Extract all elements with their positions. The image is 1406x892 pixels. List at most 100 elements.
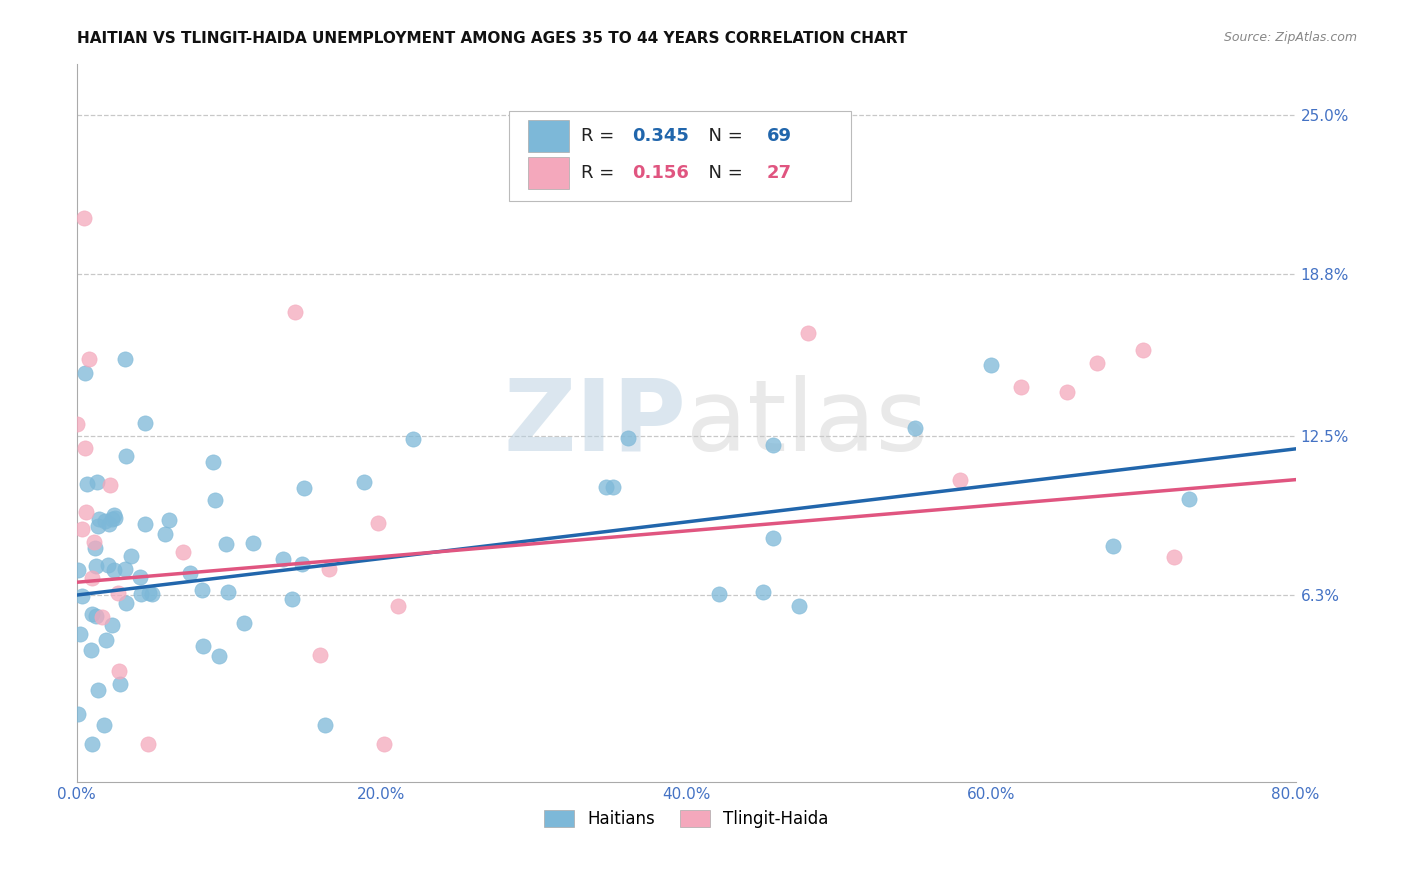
Point (72, 589, 94, 603)
Point (1087, 355, 1109, 369)
Point (101, 617, 124, 632)
Point (96, 633, 118, 648)
Point (114, 352, 136, 367)
Point (709, 587, 731, 601)
Point (309, 648, 332, 663)
FancyBboxPatch shape (527, 120, 569, 152)
Point (204, 492, 226, 507)
Text: R =: R = (581, 127, 620, 145)
Point (86, 475, 108, 490)
Text: Source: ZipAtlas.com: Source: ZipAtlas.com (1223, 31, 1357, 45)
Point (980, 358, 1002, 372)
Text: 0.156: 0.156 (633, 164, 689, 182)
Point (108, 677, 131, 691)
Point (83, 534, 105, 549)
Point (367, 516, 389, 530)
FancyBboxPatch shape (527, 157, 569, 189)
Point (75, 505, 97, 519)
Point (86, 558, 108, 573)
Point (91, 609, 114, 624)
Point (87, 512, 110, 526)
Text: N =: N = (697, 164, 748, 182)
Point (193, 640, 215, 654)
Point (103, 563, 125, 577)
Point (314, 717, 336, 731)
FancyBboxPatch shape (509, 111, 851, 201)
Text: HAITIAN VS TLINGIT-HAIDA UNEMPLOYMENT AMONG AGES 35 TO 44 YEARS CORRELATION CHAR: HAITIAN VS TLINGIT-HAIDA UNEMPLOYMENT AM… (77, 31, 908, 46)
Point (752, 584, 775, 599)
Point (318, 562, 340, 576)
Point (157, 513, 180, 527)
Point (155, 526, 177, 541)
Point (120, 549, 142, 564)
Point (101, 512, 124, 526)
Point (387, 599, 409, 614)
Text: atlas: atlas (686, 375, 928, 472)
Legend: Haitians, Tlingit-Haida: Haitians, Tlingit-Haida (537, 804, 835, 835)
Point (73, 367, 96, 381)
Text: R =: R = (581, 164, 620, 182)
Point (80, 571, 103, 585)
Point (233, 615, 256, 630)
Point (80, 643, 103, 657)
Point (114, 562, 136, 576)
Point (1178, 492, 1201, 507)
Point (172, 545, 194, 559)
Point (104, 511, 127, 525)
Point (242, 536, 264, 550)
Point (373, 737, 395, 751)
Text: 27: 27 (766, 164, 792, 182)
Point (80, 737, 103, 751)
Point (602, 480, 624, 494)
Point (108, 664, 131, 678)
Text: ZIP: ZIP (503, 375, 686, 472)
Point (97, 558, 120, 573)
Point (904, 421, 927, 435)
Point (115, 449, 138, 463)
Point (138, 586, 160, 600)
Point (201, 455, 224, 469)
Point (1056, 384, 1078, 399)
Point (69, 627, 91, 641)
Point (73, 211, 96, 225)
Point (129, 587, 152, 601)
Point (83, 541, 105, 555)
Point (217, 584, 239, 599)
Point (281, 592, 304, 607)
Point (208, 649, 231, 664)
Point (1010, 380, 1032, 394)
Point (76, 476, 98, 491)
Point (67, 563, 90, 577)
Point (98, 478, 121, 492)
Point (215, 537, 238, 551)
Point (179, 566, 201, 580)
Point (134, 417, 156, 431)
Point (761, 438, 783, 452)
Point (66, 417, 89, 431)
Point (67, 707, 90, 722)
Point (402, 432, 425, 446)
Point (797, 326, 820, 341)
Point (284, 305, 307, 319)
Point (191, 582, 214, 597)
Point (93, 717, 115, 731)
Point (271, 552, 294, 566)
Text: 0.345: 0.345 (633, 127, 689, 145)
Point (115, 596, 138, 610)
Point (98, 516, 121, 531)
Point (617, 431, 640, 445)
Point (291, 557, 314, 571)
Point (86, 518, 108, 533)
Point (82, 607, 104, 622)
Point (94, 514, 117, 528)
Point (84, 609, 107, 624)
Point (1101, 539, 1123, 553)
Point (141, 587, 163, 601)
Point (762, 531, 785, 545)
Point (292, 481, 315, 495)
Point (70, 522, 93, 536)
Point (129, 569, 152, 583)
Point (77, 352, 100, 367)
Point (949, 473, 972, 487)
Point (353, 475, 375, 490)
